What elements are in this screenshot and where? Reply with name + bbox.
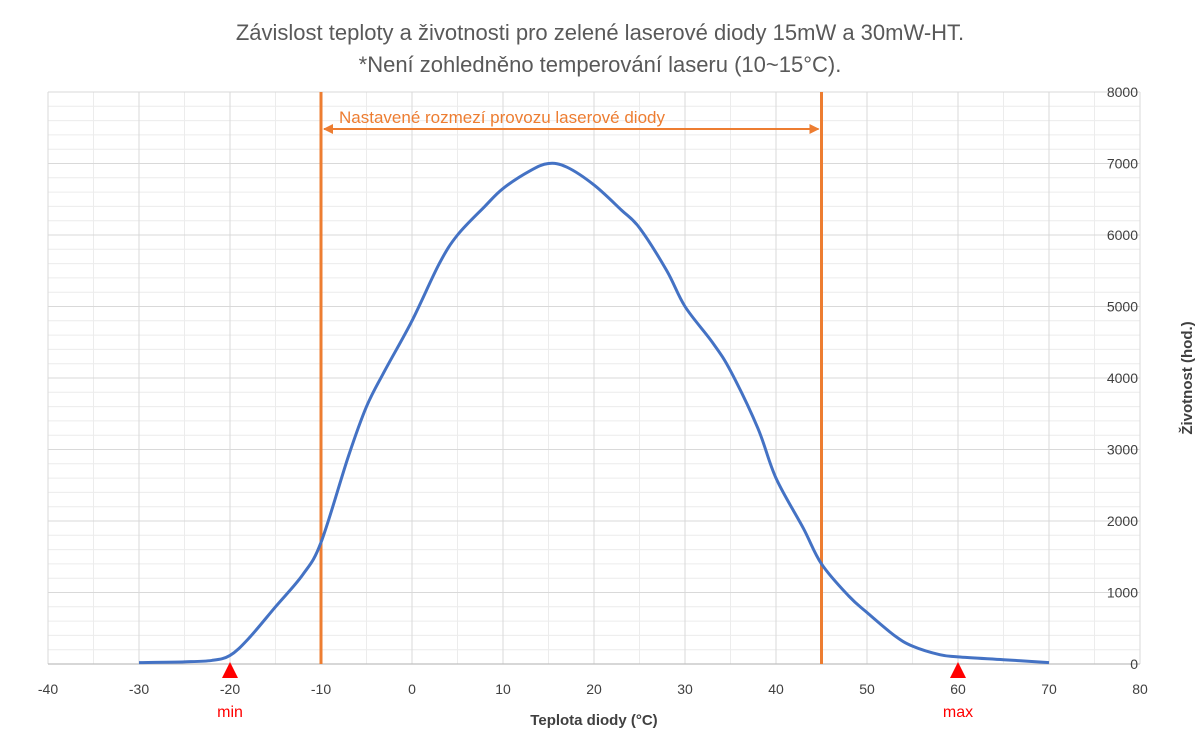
x-tick-label: 70: [1041, 681, 1057, 697]
min-max-markers: min max: [217, 662, 973, 721]
y-tick-label: 4000: [1107, 370, 1138, 386]
x-tick-label: 50: [859, 681, 875, 697]
x-tick-label: -20: [220, 681, 240, 697]
y-tick-label: 2000: [1107, 513, 1138, 529]
x-tick-label: 60: [950, 681, 966, 697]
x-tick-label: 0: [408, 681, 416, 697]
x-tick-label: -40: [38, 681, 58, 697]
x-tick-label: 20: [586, 681, 602, 697]
operating-range: Nastavené rozmezí provozu laserové diody: [319, 92, 823, 664]
x-tick-label: -30: [129, 681, 149, 697]
x-tick-label: 40: [768, 681, 784, 697]
y-tick-labels: 0 1000 2000 3000 4000 5000 6000 7000 8000: [1107, 84, 1138, 672]
x-axis-label: Teplota diody (°C): [530, 712, 657, 729]
series-lines: [138, 161, 1050, 665]
min-marker-triangle: [222, 662, 238, 678]
min-marker-label: min: [217, 704, 243, 721]
y-tick-label: 8000: [1107, 84, 1138, 100]
y-axis-label: Životnost (hod.): [1178, 321, 1196, 434]
max-marker-label: max: [943, 704, 973, 721]
y-tick-label: 6000: [1107, 227, 1138, 243]
x-tick-label: -10: [311, 681, 331, 697]
chart-title: Závislost teploty a životnosti pro zelen…: [236, 20, 964, 45]
y-tick-label: 7000: [1107, 156, 1138, 172]
y-tick-label: 0: [1130, 656, 1138, 672]
y-tick-label: 3000: [1107, 442, 1138, 458]
series-line: [138, 161, 1050, 665]
chart-subtitle: *Není zohledněno temperování laseru (10~…: [359, 52, 842, 77]
y-tick-label: 1000: [1107, 585, 1138, 601]
x-tick-label: 30: [677, 681, 693, 697]
x-tick-labels: -40 -30 -20 -10 0 10 20 30 40 50 60 70 80: [38, 681, 1148, 697]
max-marker-triangle: [950, 662, 966, 678]
y-tick-label: 5000: [1107, 299, 1138, 315]
x-tick-label: 80: [1132, 681, 1148, 697]
x-tick-label: 10: [495, 681, 511, 697]
range-label: Nastavené rozmezí provozu laserové diody: [339, 108, 665, 127]
